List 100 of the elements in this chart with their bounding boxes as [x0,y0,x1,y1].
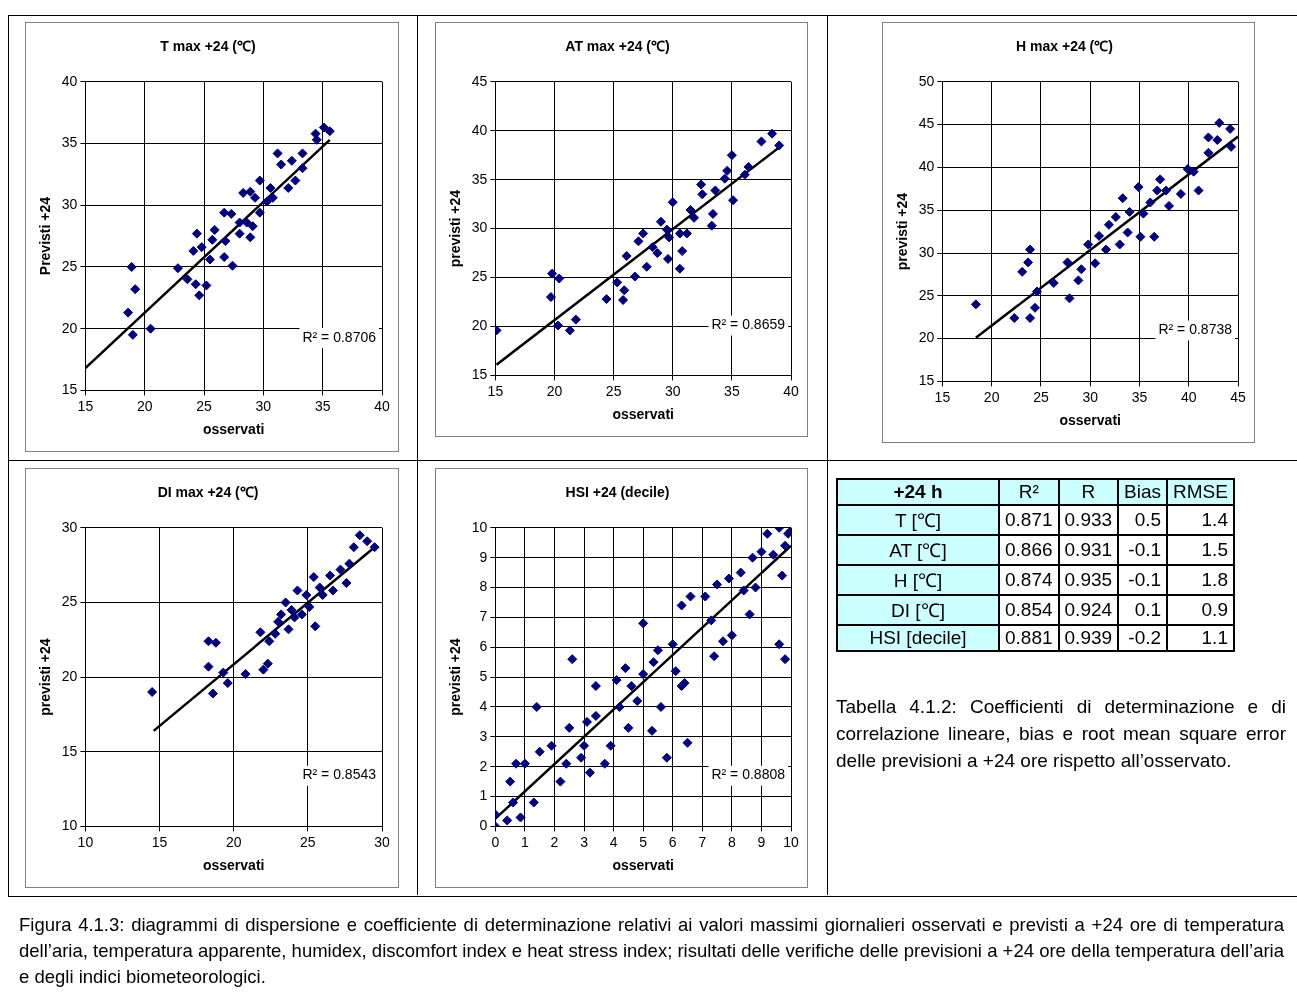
point [1030,302,1040,313]
point [1064,293,1075,304]
point [219,252,230,263]
y-tick-label: AT [℃] [837,535,999,565]
point [369,542,380,553]
point [1122,227,1133,238]
point [1073,275,1084,286]
x-tick-label: 3 [580,833,589,850]
point [286,604,297,615]
point [292,585,303,596]
point [1100,244,1111,255]
annotation: R² = 0.8706 [302,328,377,345]
point [633,236,644,247]
x-tick-label: 2 [550,833,559,850]
y-tick-label: 10 [471,518,488,535]
point [145,323,156,334]
point [629,271,640,282]
y-tick-label: 25 [471,268,488,285]
y-tick-label: H [℃] [837,565,999,595]
point [301,589,312,600]
text: Tabella 4.1.2: Coefficienti di determinazione e di correlazione lineare, bias e root mean square error delle previsioni a +24 ore rispetto all’osservato. [836,695,1286,773]
y-tick-label: DI [℃] [837,595,999,625]
point [265,182,276,193]
point [203,661,214,672]
point [290,175,301,186]
data-label: 1.5 [1167,535,1234,565]
y-tick-label: 30 [918,243,935,260]
point [767,128,778,139]
point [728,195,739,206]
x-tick-label: 20 [225,833,242,850]
point [240,669,251,680]
data-label: 0.931 [1058,535,1119,565]
data-label: 0.854 [999,595,1059,625]
x-tick-label: 15 [934,388,951,405]
point [726,150,737,161]
point [1103,219,1114,230]
point [970,299,981,310]
x-tick-label: 20 [546,382,563,399]
point [238,187,249,198]
y-tick-label: 25 [918,286,935,303]
point [276,609,287,620]
point [234,228,245,239]
point [130,284,141,295]
point [194,290,205,301]
point [325,570,336,581]
point [664,232,675,243]
point [258,664,269,675]
point [743,161,754,172]
point [674,263,685,274]
chart-title: DI max +24 (℃) [157,484,259,501]
point [689,212,700,223]
y-tick-label: 40 [471,121,488,138]
x-tick-label: 10 [783,833,799,850]
y-tick-label: 15 [471,366,488,383]
x-tick-label: R² [999,479,1059,505]
chart-title: H max +24 (℃) [1016,38,1113,55]
point [685,205,696,216]
y-tick-label: 7 [479,608,488,625]
point [647,242,658,253]
point [341,578,352,589]
point [203,636,214,647]
point [641,261,652,272]
point [719,173,730,184]
point [147,687,158,698]
point [1048,277,1059,288]
point [710,185,721,196]
x-tick-label: 25 [300,833,316,850]
point [234,217,245,228]
x-tick-label: 40 [374,397,390,414]
point [1155,174,1166,185]
data-label: -0.1 [1118,535,1168,565]
point [1017,266,1028,277]
point [190,279,201,290]
point [1225,123,1236,134]
text: Figura 4.1.3: diagrammi di dispersione e coefficiente di determinazione relativi ai valori massimi giornalieri osservati e previsti a +24 ore di temperatura dell’aria, temperatura apparente, humidex, discomfort index e heat stress index; risultati delle verifiche delle previsioni a +24 ore della temperatura dell’aria e degli indici biometeorologici. [19,913,1284,989]
point [1114,239,1125,250]
point [196,242,207,253]
point [283,624,294,635]
y-tick-label: 25 [61,257,78,274]
data-label: -0.1 [1118,565,1168,595]
y-tick-label: 20 [918,329,935,346]
chart-title: T max +24 (℃) [160,38,256,55]
point [362,536,373,547]
point [276,159,287,170]
point [209,224,220,235]
point [318,122,329,133]
y-tick-label: 40 [61,72,78,89]
point [201,280,212,291]
point [348,542,359,553]
point [127,329,138,340]
point [1149,231,1160,242]
point [1135,231,1146,242]
point [545,292,556,303]
point [1175,188,1186,199]
point [227,260,238,271]
annotation: R² = 0.8808 [711,766,786,783]
y-tick-label: 40 [918,158,935,175]
point [226,208,237,219]
x-tick-label: 35 [1131,388,1148,405]
point [1152,185,1163,196]
